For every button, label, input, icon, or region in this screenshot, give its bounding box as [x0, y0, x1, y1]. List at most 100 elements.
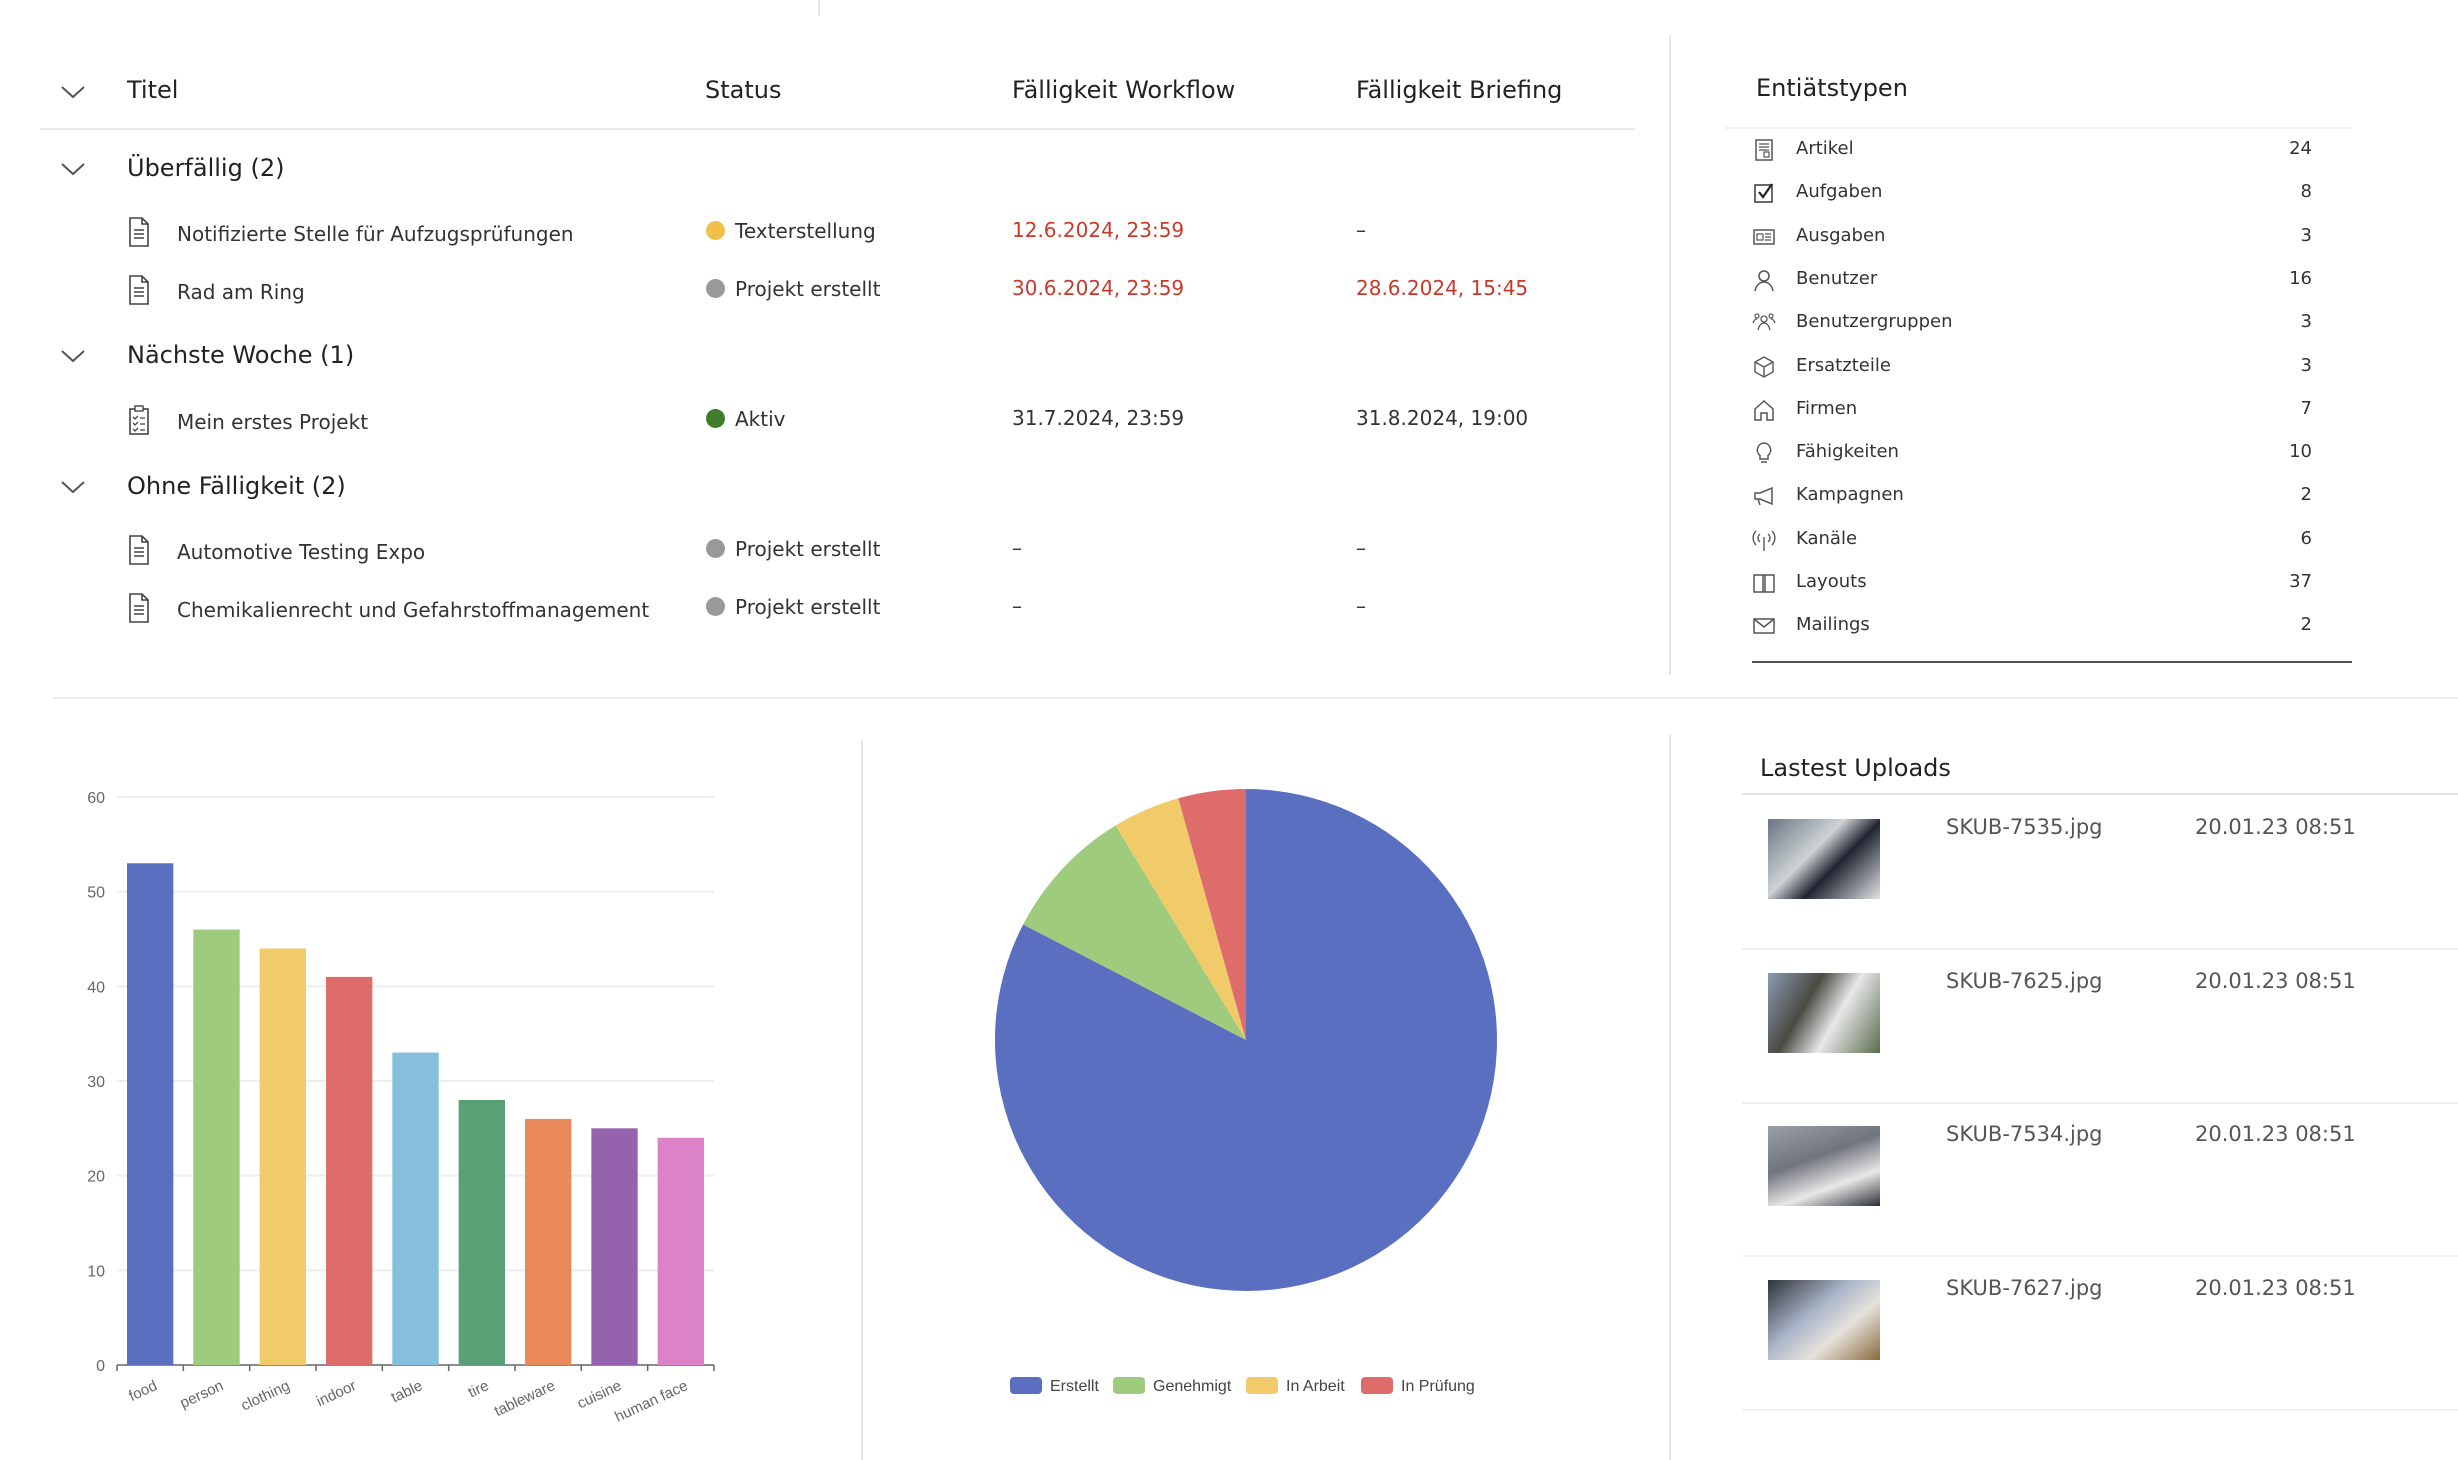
bar-human-face[interactable]	[657, 1137, 704, 1365]
entity-type-label: Kampagnen	[1796, 484, 1904, 506]
entity-type-label: Mailings	[1796, 614, 1870, 636]
bar-cuisine[interactable]	[591, 1128, 638, 1365]
bar-tire[interactable]	[458, 1099, 505, 1365]
pie-slice-in-prüfung[interactable]	[1178, 789, 1246, 1040]
entity-type-item[interactable]: Fähigkeiten 10	[1752, 437, 2332, 473]
column-header-briefing-due[interactable]: Fälligkeit Briefing	[1356, 76, 1563, 104]
legend-item[interactable]: Erstellt	[1010, 1377, 1099, 1395]
upload-date: 20.01.23 08:51	[2195, 1122, 2356, 1146]
status-label: Aktiv	[735, 407, 786, 431]
group-header[interactable]: Überfällig (2)	[127, 154, 285, 182]
entity-type-count: 10	[2289, 441, 2312, 463]
column-header-status[interactable]: Status	[705, 76, 782, 104]
y-tick-label: 0	[96, 1358, 105, 1375]
group-collapse-chevron-icon[interactable]	[60, 161, 86, 177]
entity-type-count: 6	[2300, 527, 2312, 549]
upload-filename[interactable]: SKUB-7534.jpg	[1946, 1122, 2103, 1146]
bar-indoor[interactable]	[326, 976, 373, 1365]
entity-type-item[interactable]: Layouts 37	[1752, 567, 2332, 603]
row-title[interactable]: Mein erstes Projekt	[177, 410, 369, 434]
bar-clothing[interactable]	[259, 948, 306, 1365]
mail-icon	[1753, 618, 1775, 635]
workflow-due-date: –	[1012, 594, 1022, 618]
workflow-due-date: 30.6.2024, 23:59	[1012, 276, 1185, 300]
pie-slice-in-arbeit[interactable]	[1115, 798, 1246, 1040]
x-tick-label: food	[126, 1377, 160, 1405]
entity-type-item[interactable]: Artikel 24	[1752, 134, 2332, 170]
entity-type-item[interactable]: Ersatzteile 3	[1752, 351, 2332, 387]
bar-person[interactable]	[193, 929, 240, 1365]
upload-item[interactable]: SKUB-7534.jpg 20.01.23 08:51	[1742, 1102, 2458, 1257]
entity-type-item[interactable]: Aufgaben 8	[1752, 177, 2332, 213]
entity-type-item[interactable]: Kampagnen 2	[1752, 480, 2332, 516]
upload-filename[interactable]: SKUB-7627.jpg	[1946, 1275, 2103, 1300]
entity-type-count: 16	[2289, 267, 2312, 289]
pie-slice-genehmigt[interactable]	[1023, 825, 1246, 1040]
y-tick-label: 50	[87, 885, 105, 902]
column-header-workflow-due[interactable]: Fälligkeit Workflow	[1012, 76, 1236, 104]
row-title[interactable]: Automotive Testing Expo	[177, 540, 426, 564]
home-icon	[1754, 399, 1774, 421]
upload-thumbnail[interactable]	[1768, 1279, 1880, 1360]
upload-filename[interactable]: SKUB-7625.jpg	[1946, 968, 2103, 993]
bar-food[interactable]	[127, 863, 174, 1365]
megaphone-icon	[1754, 487, 1773, 506]
row-title[interactable]: Rad am Ring	[177, 280, 305, 304]
document-icon	[129, 217, 149, 247]
briefing-due-date: –	[1356, 536, 1366, 560]
y-tick-label: 20	[87, 1169, 105, 1186]
upload-thumbnail[interactable]	[1768, 819, 1880, 899]
entity-type-item[interactable]: Benutzer 16	[1752, 264, 2332, 300]
upload-thumbnail[interactable]	[1768, 972, 1880, 1053]
x-tick-label: tire	[465, 1377, 491, 1401]
row-title[interactable]: Chemikalienrecht und Gefahrstoffmanageme…	[177, 598, 650, 622]
pie-chart-divider	[1669, 735, 1671, 1460]
y-tick-label: 10	[87, 1263, 105, 1280]
legend-swatch	[1113, 1377, 1145, 1394]
legend-label: In Prüfung	[1401, 1378, 1475, 1395]
newspaper-icon	[1753, 228, 1775, 245]
upload-item[interactable]: SKUB-7625.jpg 20.01.23 08:51	[1742, 949, 2458, 1104]
entity-type-item[interactable]: Mailings 2	[1752, 610, 2332, 646]
y-tick-label: 40	[87, 979, 105, 996]
group-header[interactable]: Nächste Woche (1)	[127, 341, 355, 369]
upload-filename[interactable]: SKUB-7535.jpg	[1946, 815, 2103, 839]
x-tick-label: person	[177, 1377, 226, 1412]
entity-type-count: 8	[2300, 181, 2312, 203]
upload-item[interactable]: SKUB-7627.jpg 20.01.23 08:51	[1742, 1256, 2458, 1411]
status-dot-icon	[706, 597, 725, 616]
top-divider	[818, 0, 820, 16]
people-group-icon	[1752, 313, 1776, 331]
upload-item[interactable]: SKUB-7535.jpg 20.01.23 08:51	[1742, 795, 2458, 950]
section-divider	[53, 697, 2458, 699]
group-collapse-chevron-icon[interactable]	[60, 348, 86, 364]
upload-date: 20.01.23 08:51	[2195, 815, 2356, 839]
row-title[interactable]: Notifizierte Stelle für Aufzugsprüfungen	[177, 222, 574, 246]
entity-type-count: 37	[2289, 571, 2312, 592]
legend-item[interactable]: In Arbeit	[1246, 1377, 1345, 1395]
entity-type-count: 2	[2300, 484, 2312, 506]
entity-type-item[interactable]: Ausgaben 3	[1752, 221, 2332, 257]
entity-list-scroll-edge[interactable]	[1752, 661, 2352, 663]
entity-type-item[interactable]: Firmen 7	[1752, 394, 2332, 430]
legend-swatch	[1246, 1377, 1278, 1394]
column-header-title[interactable]: Titel	[127, 76, 179, 104]
legend-item[interactable]: In Prüfung	[1361, 1377, 1475, 1395]
x-tick-label: tableware	[492, 1377, 558, 1420]
entity-type-item[interactable]: Kanäle 6	[1752, 524, 2332, 560]
entity-type-label: Fähigkeiten	[1796, 441, 1899, 463]
status-dot-icon	[706, 221, 725, 240]
antenna-icon	[1752, 530, 1776, 551]
bar-table[interactable]	[392, 1052, 439, 1365]
collapse-all-chevron-icon[interactable]	[60, 84, 86, 100]
group-collapse-chevron-icon[interactable]	[60, 479, 86, 495]
legend-item[interactable]: Genehmigt	[1113, 1377, 1232, 1395]
entity-type-item[interactable]: Benutzergruppen 3	[1752, 307, 2332, 343]
legend-label: Erstellt	[1050, 1378, 1099, 1395]
upload-thumbnail[interactable]	[1768, 1126, 1880, 1206]
entity-types-title: Entiätstypen	[1756, 74, 1908, 102]
bar-tableware[interactable]	[525, 1118, 572, 1365]
group-header[interactable]: Ohne Fälligkeit (2)	[127, 472, 346, 500]
entity-type-count: 3	[2300, 354, 2312, 376]
entity-type-count: 24	[2289, 138, 2312, 159]
